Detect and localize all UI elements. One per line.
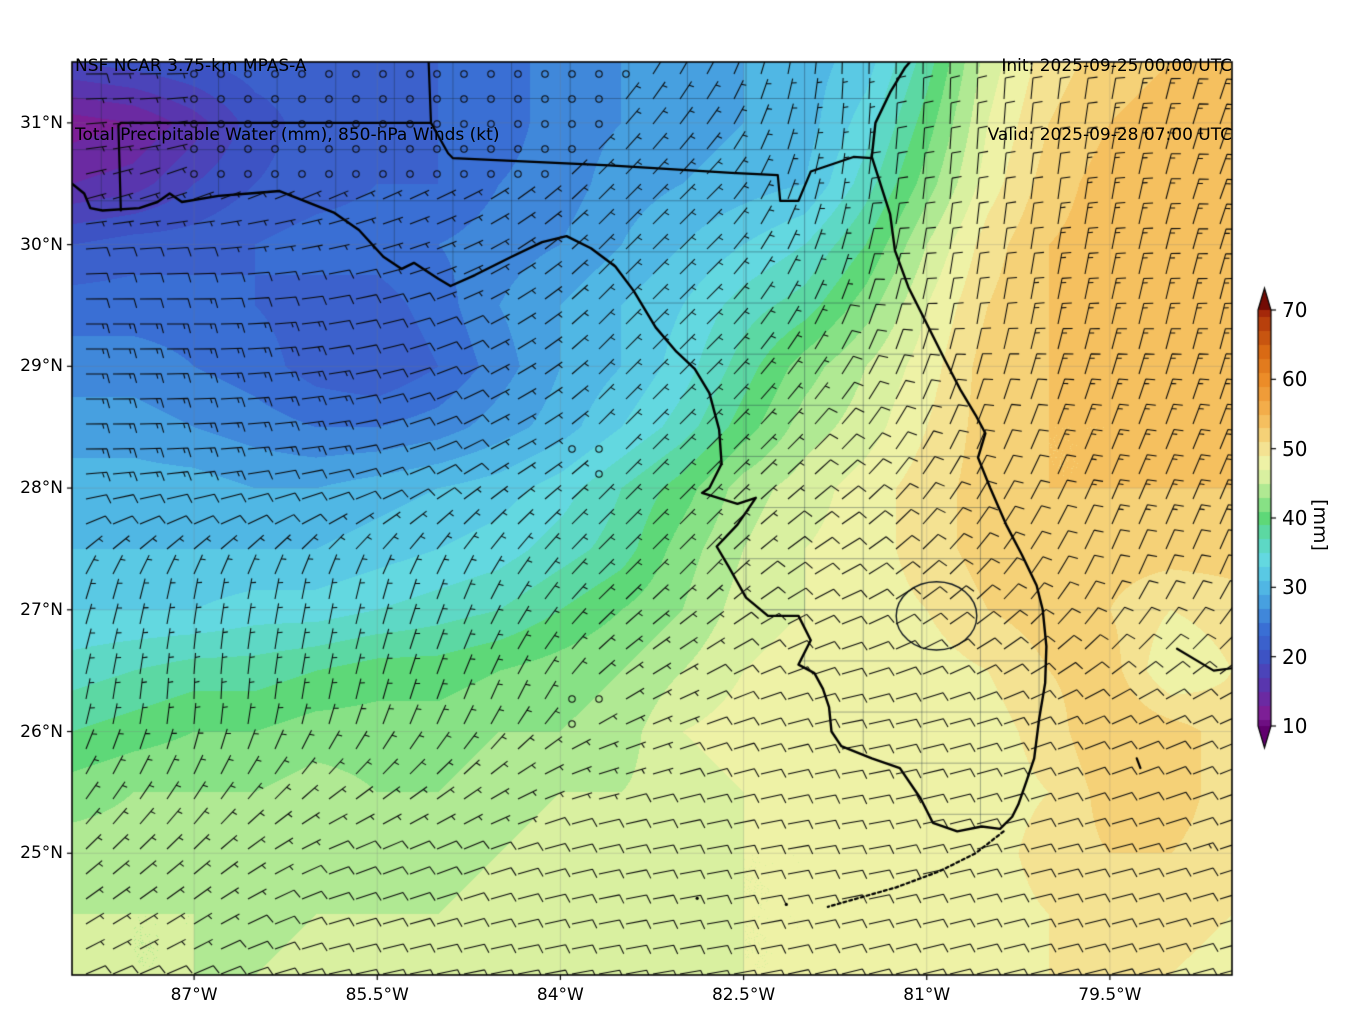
y-tick-label: 31°N [20, 112, 63, 133]
colorbar-tick-label: 40 [1282, 506, 1308, 530]
y-tick-label: 25°N [20, 843, 63, 864]
valid-time-label: Valid: 2025-09-28 07:00 UTC [987, 125, 1232, 145]
colorbar-unit-label: [mm] [1309, 499, 1331, 551]
y-tick-label: 29°N [20, 356, 63, 377]
colorbar-tick-label: 50 [1282, 436, 1308, 461]
model-title: NSF NCAR 3.75-km MPAS-A [75, 56, 307, 76]
x-tick-label: 85.5°W [345, 985, 409, 1005]
y-tick-label: 26°N [20, 721, 63, 742]
product-title: Total Precipitable Water (mm), 850-hPa W… [75, 125, 500, 145]
x-tick-label: 84°W [536, 985, 584, 1005]
x-tick-label: 81°W [903, 985, 951, 1005]
colorbar-tick-label: 20 [1282, 644, 1308, 669]
init-time-label: Init: 2025-09-25 00:00 UTC [1001, 56, 1232, 76]
time-block: Init: 2025-09-25 00:00 UTC Valid: 2025-0… [988, 9, 1232, 193]
y-tick-label: 27°N [20, 599, 63, 620]
x-tick-label: 82.5°W [711, 985, 776, 1005]
title-block: NSF NCAR 3.75-km MPAS-A Total Precipitab… [75, 9, 499, 193]
x-tick-label: 87°W [170, 985, 218, 1005]
y-tick-label: 30°N [20, 234, 63, 255]
colorbar-tick-label: 30 [1282, 575, 1308, 600]
colorbar-tick-label: 60 [1282, 367, 1308, 392]
y-tick-label: 28°N [20, 478, 63, 499]
colorbar-tick-label: 10 [1282, 714, 1308, 738]
x-tick-label: 79.5°W [1078, 985, 1142, 1005]
colorbar-tick-label: 70 [1282, 298, 1308, 322]
